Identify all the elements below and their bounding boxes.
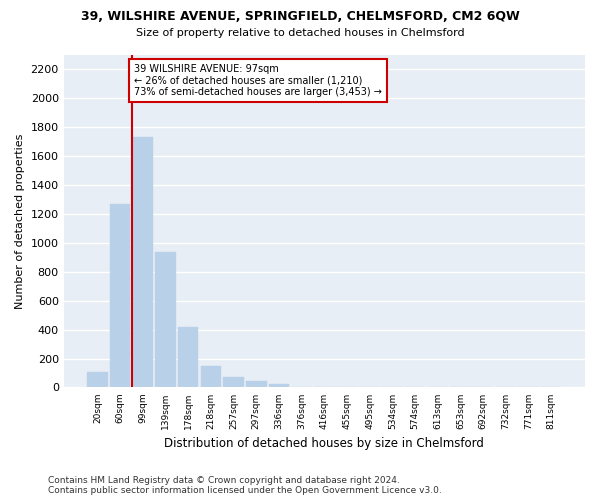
- Bar: [133, 138, 153, 388]
- Bar: [269, 384, 289, 388]
- Bar: [246, 381, 266, 388]
- Text: 39 WILSHIRE AVENUE: 97sqm
← 26% of detached houses are smaller (1,210)
73% of se: 39 WILSHIRE AVENUE: 97sqm ← 26% of detac…: [134, 64, 382, 97]
- Y-axis label: Number of detached properties: Number of detached properties: [15, 134, 25, 309]
- Bar: [88, 372, 108, 388]
- X-axis label: Distribution of detached houses by size in Chelmsford: Distribution of detached houses by size …: [164, 437, 484, 450]
- Bar: [178, 328, 199, 388]
- Text: Size of property relative to detached houses in Chelmsford: Size of property relative to detached ho…: [136, 28, 464, 38]
- Bar: [155, 252, 176, 388]
- Text: 39, WILSHIRE AVENUE, SPRINGFIELD, CHELMSFORD, CM2 6QW: 39, WILSHIRE AVENUE, SPRINGFIELD, CHELMS…: [80, 10, 520, 23]
- Bar: [110, 204, 130, 388]
- Bar: [201, 366, 221, 388]
- Bar: [223, 376, 244, 388]
- Text: Contains HM Land Registry data © Crown copyright and database right 2024.
Contai: Contains HM Land Registry data © Crown c…: [48, 476, 442, 495]
